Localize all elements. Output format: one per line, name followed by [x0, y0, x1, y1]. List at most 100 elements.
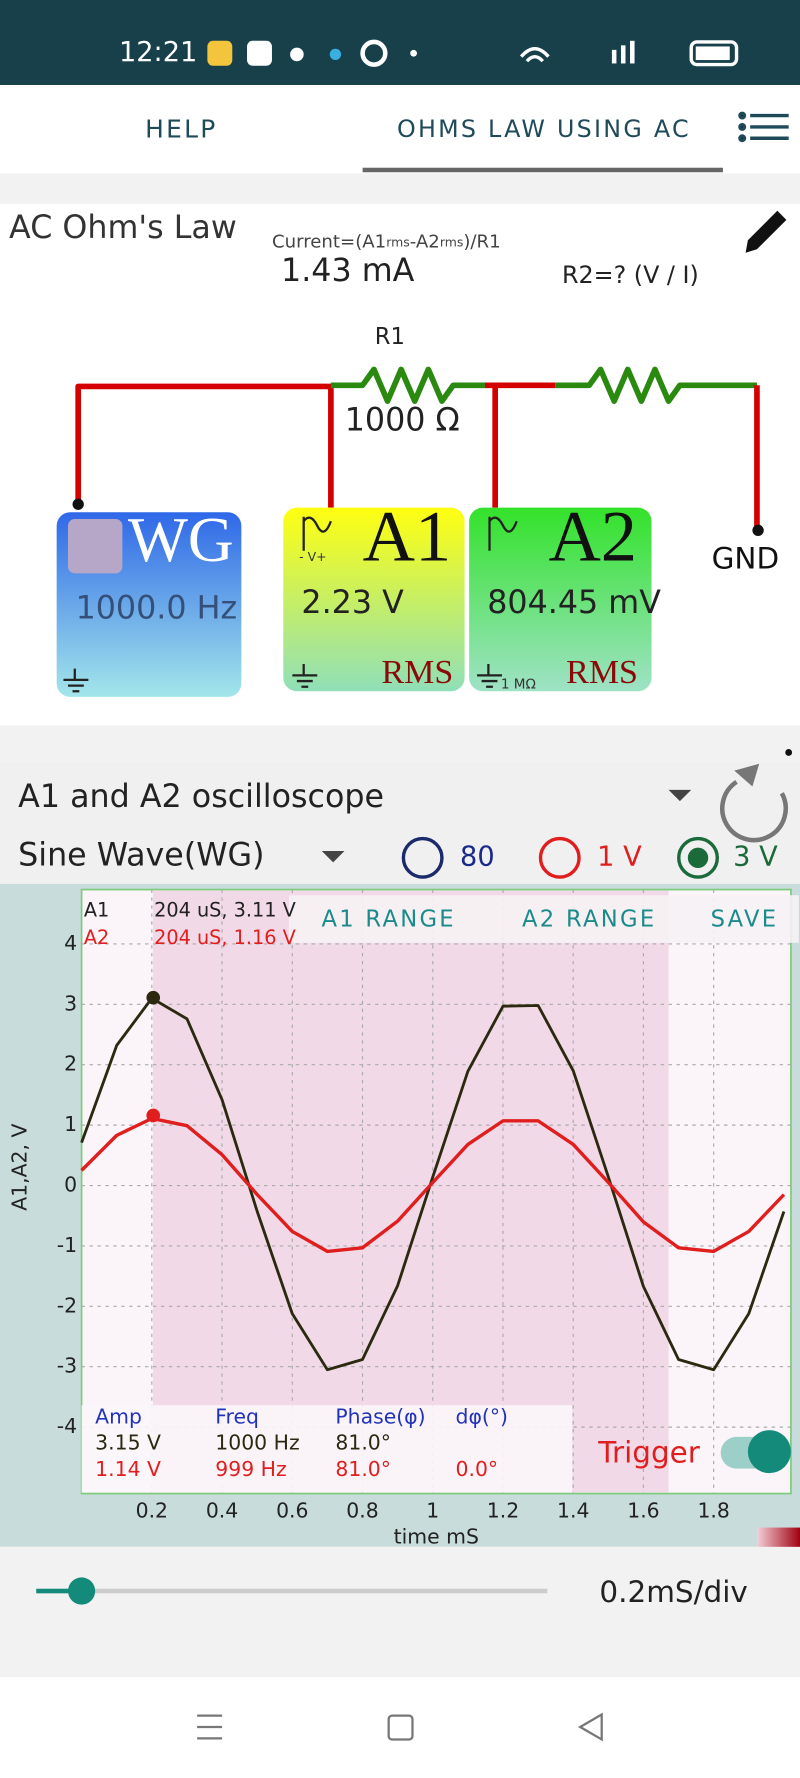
y-tick-label: 1 — [64, 1112, 77, 1136]
edit-button[interactable] — [745, 210, 787, 253]
tab-active[interactable]: OHMS LAW USING AC — [397, 115, 691, 143]
status-icons — [207, 39, 739, 67]
range-option[interactable]: 80 — [460, 841, 495, 872]
readout-label: A2 — [84, 926, 109, 949]
a2-box[interactable] — [469, 507, 652, 692]
x-tick-label: 1 — [426, 1499, 439, 1523]
formula-part: Current=(A1 — [272, 232, 386, 253]
wg-icon — [67, 519, 123, 574]
source-select[interactable]: Sine Wave(WG) — [18, 838, 264, 874]
x-tick-label: 0.2 — [136, 1499, 168, 1523]
timebase-panel — [0, 1546, 800, 1678]
y-tick-label: 2 — [64, 1052, 77, 1076]
gnd-label: GND — [712, 541, 780, 575]
spacer — [0, 725, 800, 762]
tab[interactable]: HELP — [145, 114, 217, 143]
a2-label: A2 — [548, 496, 637, 577]
slider-knob[interactable] — [67, 1577, 96, 1605]
trigger-label: Trigger — [597, 1435, 700, 1469]
range-option[interactable]: 3 V — [733, 841, 778, 872]
wg-frequency: 1000.0 Hz — [76, 591, 238, 627]
scope-header — [0, 761, 800, 884]
formula-part: -A2 — [410, 232, 440, 253]
radio-dot — [687, 847, 709, 869]
current-value: 1.43 mA — [281, 253, 415, 289]
button[interactable]: A2 RANGE — [522, 907, 656, 933]
table-header: Amp — [95, 1405, 142, 1429]
button-bar — [288, 895, 799, 943]
slider-fill — [36, 1588, 82, 1594]
x-tick-label: 1.6 — [627, 1499, 659, 1523]
circuit-title: AC Ohm's Law — [9, 210, 237, 246]
slider-track — [36, 1588, 548, 1594]
formula-part: )/R1 — [463, 232, 500, 253]
table-cell: 81.0° — [335, 1457, 391, 1481]
timebase-label: 0.2mS/div — [599, 1575, 747, 1609]
status-bar — [0, 0, 800, 85]
y-tick-label: 3 — [64, 991, 77, 1015]
y-tick-label: -1 — [57, 1233, 77, 1257]
table-cell: 999 Hz — [215, 1457, 286, 1481]
range-option[interactable]: 1 V — [597, 841, 642, 872]
r1-label: R1 — [375, 324, 405, 350]
button[interactable]: A1 RANGE — [321, 907, 455, 933]
y-tick-label: -3 — [57, 1354, 77, 1378]
nav-back[interactable] — [577, 1712, 603, 1742]
x-tick-label: 0.4 — [206, 1499, 238, 1523]
tab-indicator — [362, 167, 723, 173]
menu-button[interactable] — [738, 111, 789, 143]
a2-impedance: 1 MΩ — [501, 676, 536, 692]
cursor-point — [146, 990, 161, 1005]
a2-value: 804.45 mV — [487, 585, 661, 621]
reset-button[interactable] — [720, 749, 793, 843]
y-axis-label: A1,A2, V — [7, 1124, 31, 1211]
button[interactable]: SAVE — [711, 907, 779, 933]
plot — [80, 990, 786, 1372]
status-time: 12:21 — [119, 37, 197, 68]
measure-table — [81, 1405, 573, 1493]
y-tick-label: -2 — [57, 1293, 77, 1317]
grid — [81, 889, 791, 1494]
color-strip — [756, 1527, 800, 1548]
a1-box[interactable] — [283, 507, 465, 692]
y-tick-label: 4 — [64, 931, 77, 955]
radio[interactable] — [401, 836, 444, 879]
table-cell: 1.14 V — [95, 1457, 161, 1481]
a1-label: A1 — [363, 496, 452, 577]
series-line — [80, 1116, 786, 1254]
table-cell: 0.0° — [456, 1457, 499, 1481]
r2-formula: R2=? (V / I) — [562, 261, 699, 289]
spacer — [0, 173, 800, 204]
readout-value: 204 uS, 3.11 V — [154, 899, 296, 922]
tab-bar — [0, 84, 800, 174]
radio-selected[interactable] — [677, 836, 719, 879]
y-tick-label: 0 — [64, 1173, 77, 1197]
dropdown-arrow[interactable] — [668, 789, 692, 802]
nav-menu[interactable] — [197, 1714, 223, 1740]
toggle-knob — [747, 1430, 791, 1474]
ground-symbols — [63, 516, 518, 693]
table-cell: 81.0° — [335, 1431, 391, 1455]
a2-mode: RMS — [566, 654, 638, 691]
table-cell: 1000 Hz — [215, 1431, 299, 1455]
table-header: dφ(°) — [456, 1405, 508, 1429]
series-line — [80, 996, 786, 1372]
r1-value: 1000 Ω — [345, 403, 460, 439]
x-tick-label: 1.4 — [557, 1499, 589, 1523]
nav-home[interactable] — [387, 1714, 414, 1741]
dropdown-arrow[interactable] — [321, 851, 345, 863]
a1-mode: RMS — [381, 654, 453, 691]
current-formula: Current=(A1rms-A2rms)/R1 — [272, 232, 501, 253]
x-tick-label: 1.2 — [487, 1499, 519, 1523]
table-cell: 3.15 V — [95, 1431, 161, 1455]
nav-bar — [0, 1677, 800, 1778]
y-tick-label: -4 — [57, 1414, 77, 1438]
formula-part: rms — [386, 234, 410, 249]
table-header: Freq — [215, 1405, 259, 1429]
x-tick-label: 1.8 — [697, 1499, 729, 1523]
a1-value: 2.23 V — [301, 585, 404, 621]
scope-title[interactable]: A1 and A2 oscilloscope — [18, 779, 384, 815]
radio[interactable] — [538, 836, 581, 879]
x-tick-label: 0.6 — [276, 1499, 308, 1523]
